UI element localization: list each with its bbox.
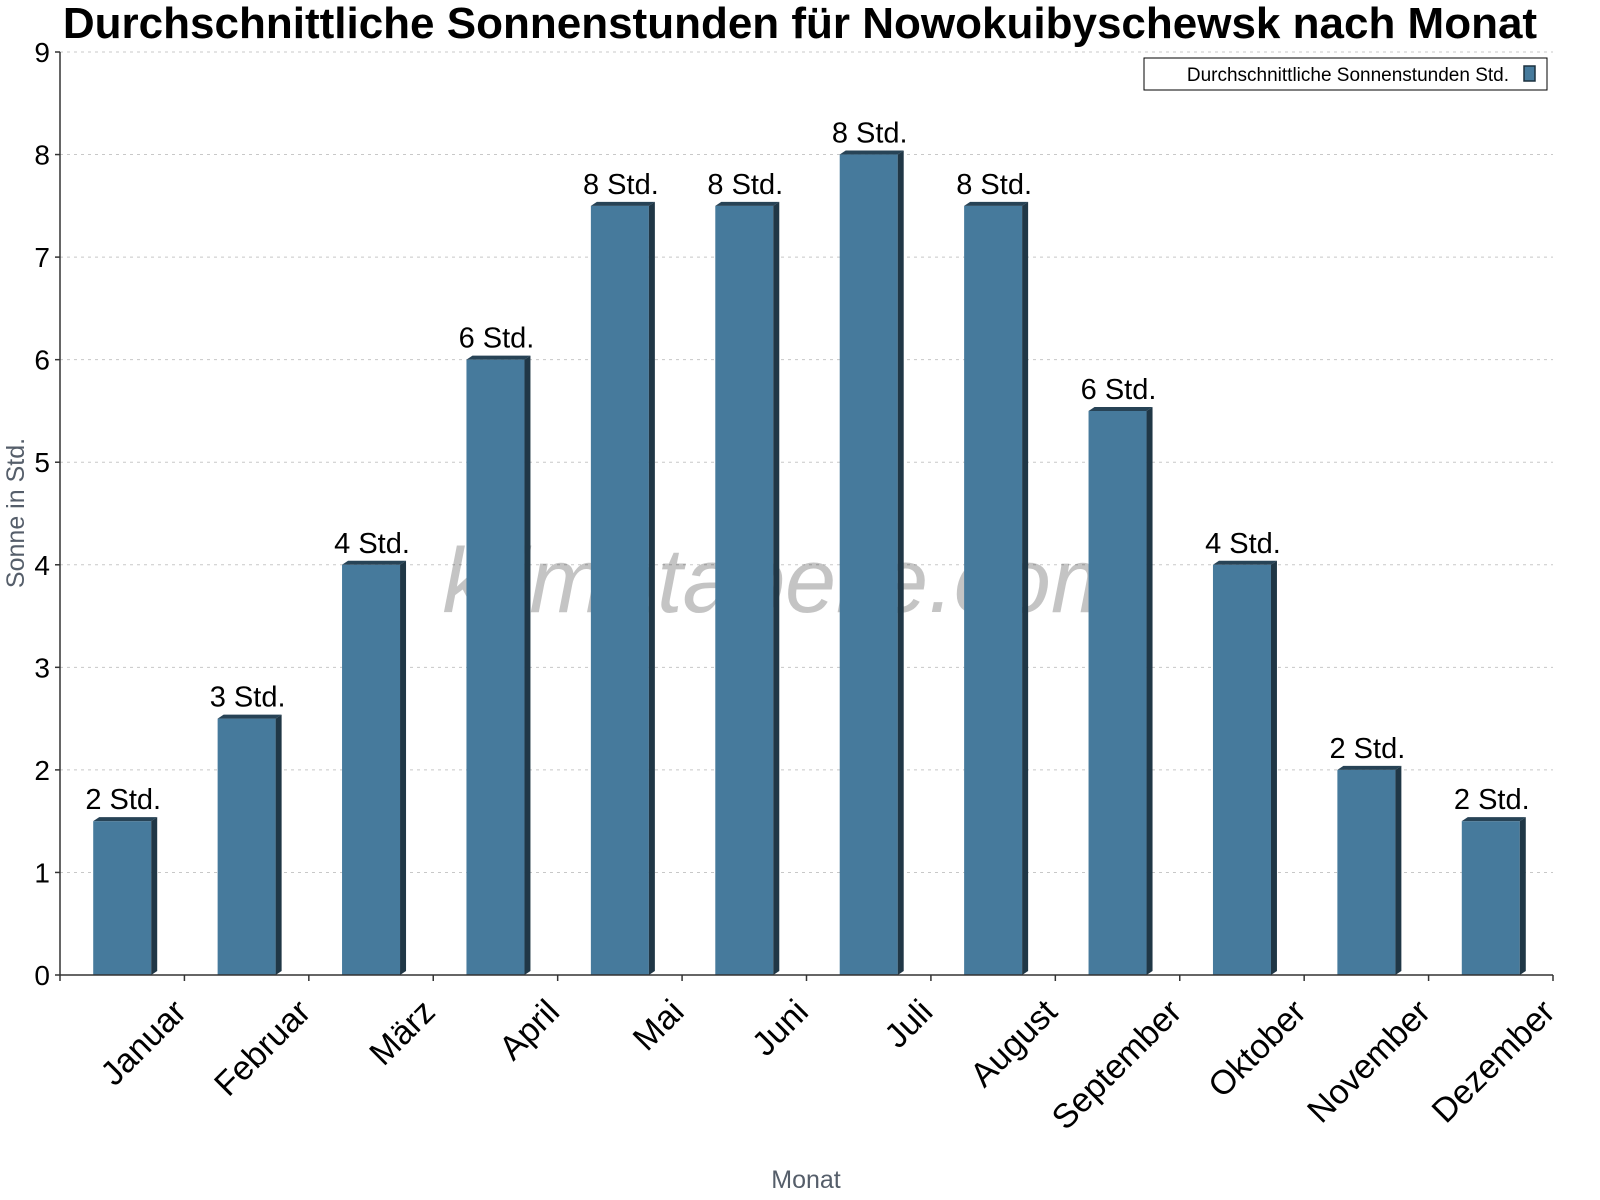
data-label: 8 Std. [832, 118, 908, 150]
data-label: 2 Std. [1454, 784, 1530, 816]
bar-side [773, 201, 780, 976]
bar-front [217, 718, 276, 975]
bar-front [1337, 769, 1396, 975]
x-tick-label: Januar [93, 993, 193, 1093]
legend-label: Durchschnittliche Sonnenstunden Std. [1187, 65, 1509, 86]
y-tick-label: 0 [34, 960, 50, 991]
y-tick-label: 9 [34, 37, 50, 68]
x-tick-label: Mai [626, 993, 692, 1059]
bar-oktober: 4 Std. [1205, 528, 1281, 975]
bar-side [1519, 817, 1526, 975]
legend-box [1143, 57, 1548, 91]
data-label: 6 Std. [1081, 374, 1157, 406]
x-tick-label: April [492, 993, 567, 1068]
bar-side [1022, 201, 1029, 976]
bar-front [1212, 564, 1271, 975]
bar-top [1212, 560, 1277, 565]
data-label: 8 Std. [583, 169, 659, 201]
bar-front [1461, 821, 1520, 975]
bar-front [964, 205, 1023, 976]
data-label: 4 Std. [334, 528, 410, 560]
data-label: 8 Std. [707, 169, 783, 201]
bar-top [1088, 406, 1153, 411]
bar-front [1088, 410, 1147, 975]
bar-top [1461, 817, 1526, 822]
y-tick-label: 8 [34, 140, 50, 171]
x-tick-label: Juni [745, 993, 816, 1064]
y-tick-label: 4 [34, 550, 50, 581]
y-tick-label: 6 [34, 345, 50, 376]
bar-top [342, 560, 407, 565]
x-tick-label: Dezember [1425, 993, 1563, 1131]
bar-april: 6 Std. [459, 323, 535, 976]
bar-top [1337, 765, 1402, 770]
bar-side [1270, 560, 1277, 975]
bar-dezember: 2 Std. [1454, 784, 1530, 975]
x-tick-label: Februar [207, 993, 318, 1104]
bar-juli: 8 Std. [832, 118, 908, 976]
bar-front [342, 564, 401, 975]
bar-side [1146, 406, 1153, 975]
axes [59, 52, 1553, 976]
bar-side [648, 201, 655, 976]
bar-mai: 8 Std. [583, 169, 659, 976]
x-tick-label: Juli [877, 993, 940, 1056]
bar-januar: 2 Std. [85, 784, 161, 975]
x-tick-label: Oktober [1201, 993, 1313, 1105]
bar-side [151, 817, 158, 975]
bar-juni: 8 Std. [707, 169, 783, 976]
y-tick-label: 3 [34, 652, 50, 683]
bar-side [275, 714, 282, 975]
bar-august: 8 Std. [956, 169, 1032, 976]
bar-front [590, 205, 649, 976]
bar-top [93, 817, 158, 822]
bar-top [715, 201, 780, 206]
bar-februar: 3 Std. [210, 682, 286, 975]
data-label: 6 Std. [459, 323, 535, 355]
bar-märz: 4 Std. [334, 528, 410, 975]
data-label: 4 Std. [1205, 528, 1281, 560]
legend-swatch [1523, 65, 1536, 82]
bar-top [217, 714, 282, 719]
bar-front [839, 154, 898, 976]
y-axis-title: Sonne in Std. [2, 438, 30, 588]
y-tick-label: 5 [34, 447, 50, 478]
data-label: 8 Std. [956, 169, 1032, 201]
x-tick-label: März [362, 993, 442, 1073]
bar-front [466, 359, 525, 976]
y-tick-label: 2 [34, 755, 50, 786]
bar-november: 2 Std. [1329, 733, 1405, 975]
bar-top [839, 150, 904, 155]
chart-title: Durchschnittliche Sonnenstunden für Nowo… [62, 0, 1538, 48]
y-axis-ticks: 0 1 2 3 4 5 6 7 8 9 [34, 37, 60, 991]
bar-top [590, 201, 655, 206]
data-label: 3 Std. [210, 682, 286, 714]
x-tick-label: November [1300, 993, 1438, 1131]
y-tick-label: 1 [34, 857, 50, 888]
bar-side [1395, 765, 1402, 975]
bar-side [897, 150, 904, 976]
bar-front [93, 821, 152, 975]
data-label: 2 Std. [85, 784, 161, 816]
x-axis-title: Monat [771, 1166, 841, 1194]
bar-top [964, 201, 1029, 206]
bar-september: 6 Std. [1081, 374, 1157, 975]
bar-side [524, 355, 531, 976]
bars: 2 Std. 3 Std. 4 Std. 6 Std. 8 Std. 8 Std. 8 St… [85, 118, 1530, 976]
legend: Durchschnittliche Sonnenstunden Std. [1143, 57, 1548, 91]
x-axis-ticks: Januar Februar März April Mai Juni Juli AugustS… [59, 975, 1563, 1137]
bar-top [466, 355, 531, 360]
bar-front [715, 205, 774, 976]
x-tick-label: August [963, 992, 1065, 1094]
y-tick-label: 7 [34, 242, 50, 273]
data-label: 2 Std. [1329, 733, 1405, 765]
x-tick-label: September [1045, 993, 1189, 1137]
bar-side [400, 560, 407, 975]
